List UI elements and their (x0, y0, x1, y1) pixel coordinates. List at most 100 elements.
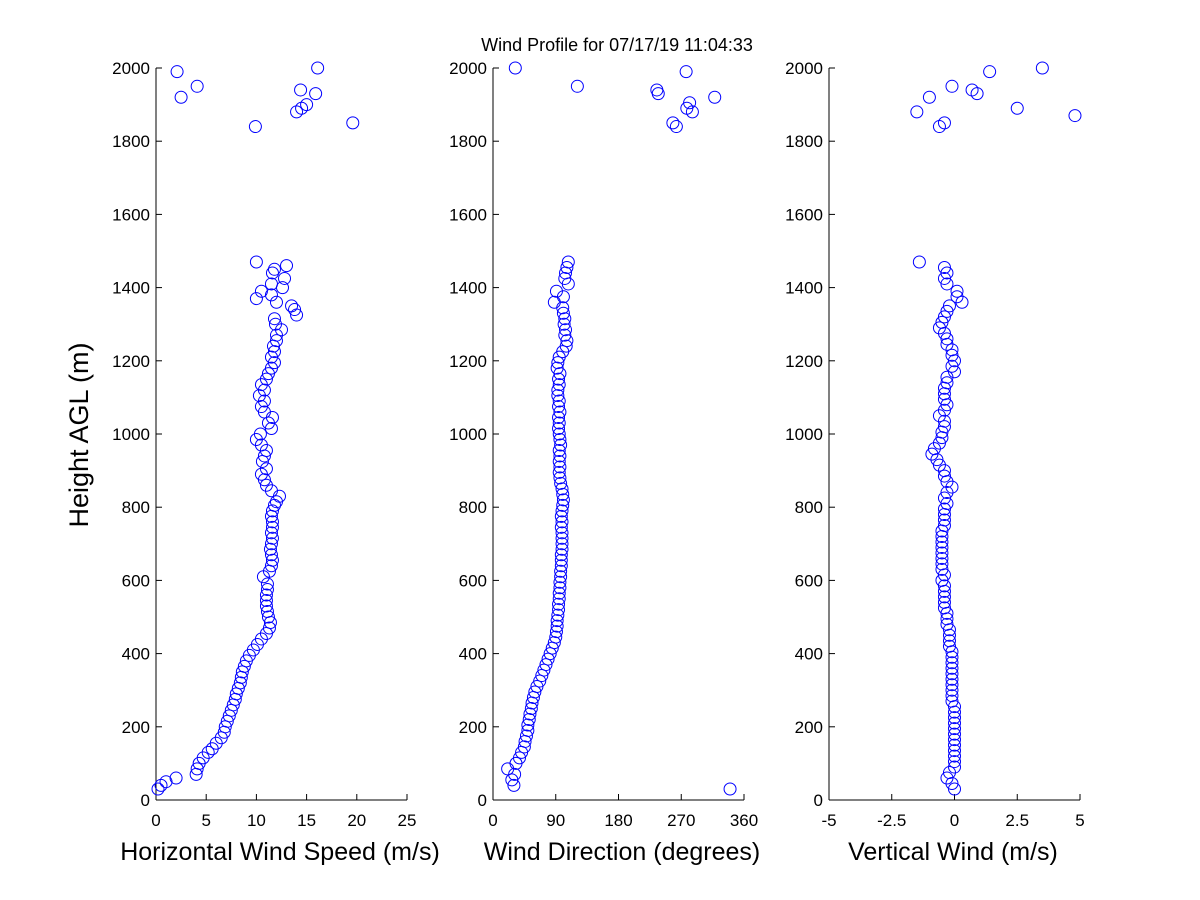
data-point (922, 90, 936, 104)
data-point (249, 292, 263, 306)
data-point (669, 120, 683, 134)
data-point (174, 90, 188, 104)
data-point (151, 782, 165, 796)
data-point (159, 775, 173, 789)
data-point (937, 392, 951, 406)
data-point (555, 537, 569, 551)
data-point (555, 515, 569, 529)
data-point (560, 260, 574, 274)
data-point (925, 447, 939, 461)
y-tick-label: 2000 (449, 59, 487, 78)
data-point (937, 420, 951, 434)
data-point (937, 508, 951, 522)
figure-title: Wind Profile for 07/17/19 11:04:33 (481, 35, 753, 55)
data-point (948, 705, 961, 719)
x-tick-label: 0 (488, 811, 497, 830)
data-point (553, 575, 567, 589)
y-tick-label: 600 (459, 571, 487, 590)
x-tick-label: -5 (821, 811, 836, 830)
data-point (554, 570, 568, 584)
data-point (554, 564, 568, 578)
data-point (507, 778, 521, 792)
data-point (276, 281, 290, 295)
data-point (937, 519, 951, 532)
data-point (549, 630, 563, 644)
data-point (519, 729, 533, 743)
data-point (556, 493, 570, 507)
data-point (937, 469, 951, 483)
data-point (935, 529, 949, 543)
data-point (945, 694, 959, 708)
data-point (267, 262, 281, 276)
y-tick-label: 200 (122, 718, 150, 737)
x-tick-label: 5 (201, 811, 210, 830)
data-point (937, 584, 951, 598)
data-point (556, 498, 570, 512)
data-point (552, 378, 566, 392)
data-point (549, 625, 563, 639)
data-point (948, 733, 961, 747)
data-point (945, 650, 959, 664)
data-point (550, 614, 564, 628)
data-point (517, 740, 531, 754)
data-point (233, 676, 247, 690)
data-point (549, 284, 563, 298)
data-point (265, 553, 279, 567)
data-point (553, 449, 567, 463)
y-tick-label: 0 (141, 791, 150, 810)
data-point (935, 540, 949, 554)
data-point (948, 727, 961, 741)
data-point (948, 760, 961, 774)
y-tick-label: 400 (122, 645, 150, 664)
data-point (552, 400, 566, 414)
data-point (935, 562, 949, 576)
data-point (555, 482, 569, 496)
panel-wind-direction: 0 200 400 600 800 1000 1200 1400 1600 1800 2000 0 90… (449, 59, 758, 830)
data-point (1068, 109, 1082, 123)
data-point (246, 643, 260, 657)
data-point (554, 548, 568, 562)
y-tick-label: 0 (478, 791, 487, 810)
data-point (555, 526, 569, 540)
data-point (942, 628, 956, 642)
data-point (948, 782, 961, 796)
data-point (285, 299, 299, 313)
data-point (250, 637, 264, 651)
data-point (552, 427, 566, 441)
data-point (551, 383, 565, 397)
data-point (940, 612, 954, 626)
data-point (169, 771, 183, 785)
x-tick-label: 15 (297, 811, 316, 830)
data-point (937, 310, 951, 324)
data-point (268, 317, 282, 331)
data-point (948, 744, 961, 758)
data-point (294, 83, 308, 97)
y-tick-label: 1800 (112, 132, 150, 151)
data-point (683, 96, 697, 110)
data-point (945, 689, 959, 703)
data-point (551, 389, 565, 403)
data-point (170, 65, 184, 79)
data-point (559, 339, 573, 353)
x-tick-label: 180 (604, 811, 632, 830)
data-point (552, 411, 566, 425)
data-point (265, 504, 279, 518)
data-point (937, 260, 951, 274)
data-point (983, 65, 997, 79)
data-point (265, 520, 279, 534)
x-tick-label: 0 (950, 811, 959, 830)
data-point (940, 617, 954, 631)
y-tick-label: 1200 (785, 352, 823, 371)
y-tick-label: 600 (122, 571, 150, 590)
data-point (948, 711, 961, 725)
data-point (552, 372, 566, 386)
data-point (552, 454, 566, 468)
data-point (558, 271, 572, 285)
data-point (237, 659, 251, 673)
data-point (278, 271, 292, 285)
data-point (201, 745, 215, 759)
data-point (554, 553, 568, 567)
data-point (265, 531, 279, 545)
data-point (261, 610, 275, 624)
data-point (940, 304, 954, 318)
